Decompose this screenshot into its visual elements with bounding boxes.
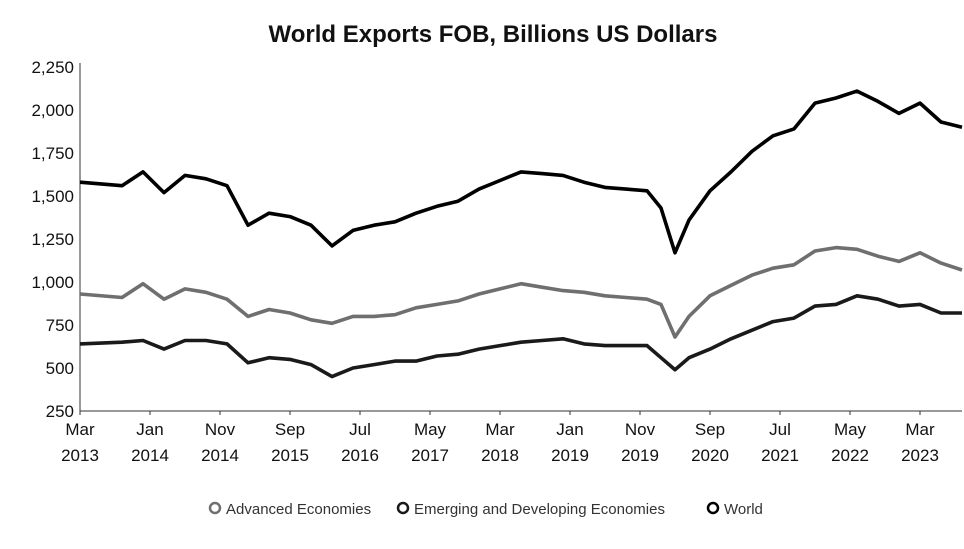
- legend-label: Advanced Economies: [226, 501, 371, 518]
- y-tick-label: 1,250: [31, 230, 74, 249]
- x-tick-year: 2014: [131, 446, 169, 465]
- legend: Advanced Economies Emerging and Developin…: [208, 501, 763, 518]
- y-tick-label: 1,000: [31, 273, 74, 292]
- series-line-1: [79, 294, 962, 379]
- x-tick-year: 2021: [761, 446, 799, 465]
- y-tick-label: 1,500: [31, 187, 74, 206]
- legend-marker: [208, 501, 222, 515]
- x-tick-month: Mar: [65, 420, 95, 439]
- axes: 2,2502,0001,7501,5001,2501,000750500250M…: [31, 58, 962, 465]
- y-tick-label: 2,250: [31, 58, 74, 77]
- x-tick-month: Sep: [275, 420, 305, 439]
- x-tick-month: Jan: [556, 420, 583, 439]
- x-tick-year: 2018: [481, 446, 519, 465]
- series-line-2: [79, 89, 963, 255]
- x-tick-month: May: [414, 420, 447, 439]
- y-tick-label: 750: [46, 316, 74, 335]
- y-tick-label: 2,000: [31, 101, 74, 120]
- x-tick-month: Jul: [349, 420, 371, 439]
- legend-marker: [706, 501, 720, 515]
- x-tick-month: Sep: [695, 420, 725, 439]
- x-tick-month: Mar: [485, 420, 515, 439]
- x-tick-year: 2017: [411, 446, 449, 465]
- x-tick-year: 2014: [201, 446, 239, 465]
- x-tick-month: May: [834, 420, 867, 439]
- x-tick-year: 2016: [341, 446, 379, 465]
- legend-marker: [396, 501, 410, 515]
- x-tick-year: 2015: [271, 446, 309, 465]
- x-tick-month: Nov: [625, 420, 656, 439]
- x-tick-month: Jul: [769, 420, 791, 439]
- chart-title: World Exports FOB, Billions US Dollars: [269, 21, 718, 48]
- x-tick-year: 2020: [691, 446, 729, 465]
- legend-label: World: [724, 501, 763, 518]
- x-tick-year: 2022: [831, 446, 869, 465]
- series-line-0: [79, 245, 963, 339]
- x-tick-year: 2023: [901, 446, 939, 465]
- y-tick-label: 500: [46, 359, 74, 378]
- x-tick-year: 2019: [621, 446, 659, 465]
- x-tick-month: Mar: [905, 420, 935, 439]
- x-tick-month: Jan: [136, 420, 163, 439]
- series-lines: [79, 89, 963, 379]
- x-tick-month: Nov: [205, 420, 236, 439]
- legend-label: Emerging and Developing Economies: [414, 501, 665, 518]
- y-tick-label: 1,750: [31, 144, 74, 163]
- y-tick-label: 250: [46, 402, 74, 421]
- x-tick-year: 2019: [551, 446, 589, 465]
- x-tick-year: 2013: [61, 446, 99, 465]
